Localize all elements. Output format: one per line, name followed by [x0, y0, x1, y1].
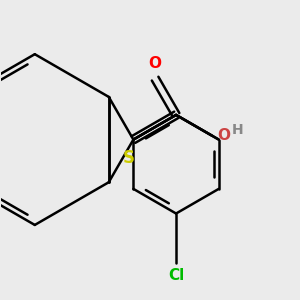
- Text: Cl: Cl: [168, 268, 184, 284]
- Text: H: H: [231, 123, 243, 137]
- Text: O: O: [148, 56, 162, 71]
- Text: O: O: [217, 128, 230, 143]
- Text: S: S: [123, 149, 135, 167]
